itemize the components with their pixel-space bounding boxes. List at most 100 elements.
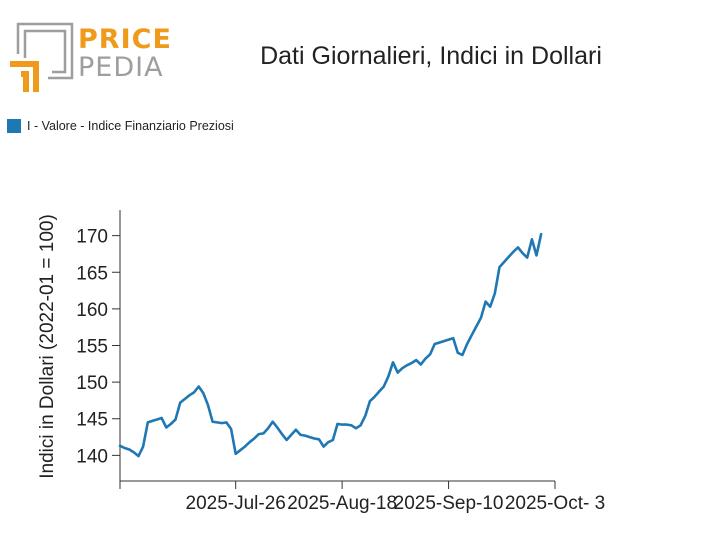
data-point [290, 434, 293, 437]
data-point [267, 427, 270, 430]
data-point [535, 254, 538, 257]
data-point [383, 385, 386, 388]
y-axis-label: Indici in Dollari (2022-01 = 100) [37, 214, 58, 479]
y-tick-label: 170 [76, 227, 108, 248]
data-point [253, 437, 256, 440]
data-point [484, 300, 487, 303]
x-tick-label: 2025-Sep-10 [394, 493, 504, 514]
data-point [355, 427, 358, 430]
data-point [401, 367, 404, 370]
data-point [387, 375, 390, 378]
data-point [350, 424, 353, 427]
data-point [299, 434, 302, 437]
data-point [540, 233, 543, 236]
data-point [197, 385, 200, 388]
logo-word-price: PRICE [78, 24, 172, 55]
data-point [466, 343, 469, 346]
data-point [230, 428, 233, 431]
legend-swatch [7, 119, 21, 133]
data-point [165, 426, 168, 429]
data-point [119, 445, 122, 448]
data-point [123, 447, 126, 450]
data-point [313, 437, 316, 440]
data-point [234, 453, 237, 456]
data-point [429, 353, 432, 356]
data-point [221, 422, 224, 425]
y-tick-label: 160 [76, 300, 108, 321]
data-point [128, 448, 131, 451]
data-point [346, 423, 349, 426]
data-point [438, 341, 441, 344]
data-point [373, 396, 376, 399]
data-point [156, 418, 159, 421]
data-point [457, 352, 460, 355]
x-tick-label: 2025-Aug-18 [287, 493, 397, 514]
data-point [475, 325, 478, 328]
data-point [160, 417, 163, 420]
pricepedia-logo: PRICE PEDIA [8, 22, 171, 92]
y-tick-label: 165 [76, 263, 108, 284]
data-point [424, 357, 427, 360]
data-point [447, 338, 450, 341]
data-point [262, 432, 265, 435]
y-tick-label: 155 [76, 337, 108, 358]
data-point [494, 292, 497, 295]
legend-label: I - Valore - Indice Finanziario Preziosi [27, 119, 234, 133]
data-point [211, 420, 214, 423]
chart-title: Dati Giornalieri, Indici in Dollari [260, 42, 602, 70]
data-point [507, 256, 510, 259]
data-point [184, 398, 187, 401]
data-point [281, 433, 284, 436]
data-point [512, 250, 515, 253]
data-point [406, 364, 409, 367]
data-point [304, 434, 307, 437]
data-point [364, 415, 367, 418]
data-point [207, 404, 210, 407]
data-point [517, 246, 520, 249]
data-point [470, 334, 473, 337]
data-point [332, 439, 335, 442]
x-tick-label: 2025-Oct- 3 [505, 493, 605, 514]
data-point [369, 400, 372, 403]
data-point [378, 390, 381, 393]
data-point [258, 433, 261, 436]
data-point [392, 361, 395, 364]
data-point [359, 424, 362, 427]
data-point [295, 428, 298, 431]
data-point [433, 343, 436, 346]
data-point [179, 401, 182, 404]
data-point [244, 445, 247, 448]
data-point [526, 256, 529, 259]
data-point [503, 261, 506, 264]
data-point [151, 420, 154, 423]
data-point [415, 359, 418, 362]
data-point [133, 451, 136, 454]
data-point [480, 316, 483, 319]
data-point [420, 363, 423, 366]
data-point [396, 371, 399, 374]
data-point [318, 438, 321, 441]
data-point [276, 426, 279, 429]
data-point [308, 436, 311, 439]
data-point [336, 423, 339, 426]
data-point [188, 394, 191, 397]
legend: I - Valore - Indice Finanziario Preziosi [7, 119, 234, 133]
y-tick-label: 140 [76, 446, 108, 467]
data-point [202, 392, 205, 395]
data-point [170, 423, 173, 426]
data-point [498, 266, 501, 269]
data-point [341, 423, 344, 426]
data-point [410, 362, 413, 365]
data-point [271, 420, 274, 423]
data-point [489, 305, 492, 308]
data-point [327, 441, 330, 444]
data-point [248, 441, 251, 444]
pricepedia-logo-mark [10, 22, 74, 92]
data-point [521, 252, 524, 255]
y-tick-label: 145 [76, 410, 108, 431]
data-point [174, 418, 177, 421]
data-point [531, 238, 534, 241]
y-tick-label: 150 [76, 373, 108, 394]
logo-word-pedia: PEDIA [78, 52, 164, 83]
